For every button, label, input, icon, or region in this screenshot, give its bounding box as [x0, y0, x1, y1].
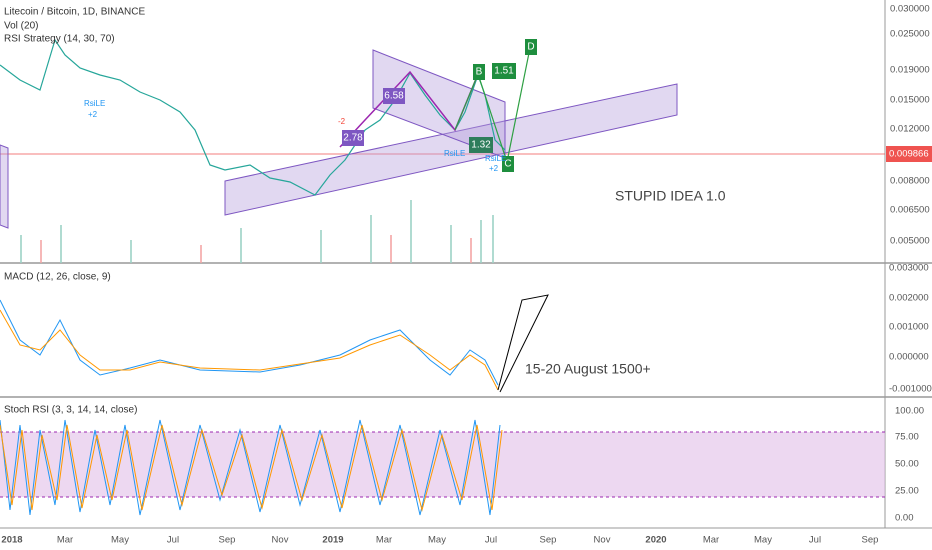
time-axis-label: Jul — [485, 535, 497, 546]
pattern-label: 2.78 — [343, 133, 363, 144]
price-axis-label: 0.005000 — [890, 236, 930, 247]
time-axis-label: Sep — [219, 535, 236, 546]
stoch-axis-label: 25.00 — [895, 486, 919, 497]
pattern-box — [342, 130, 364, 146]
price-axis-label: 0.015000 — [890, 95, 930, 106]
time-axis-label: Mar — [376, 535, 392, 546]
forecast-annotation: 15-20 August 1500+ — [525, 361, 651, 377]
time-axis-label: Jul — [167, 535, 179, 546]
pattern-box — [525, 39, 537, 55]
time-axis-label: Jul — [809, 535, 821, 546]
pattern-label: C — [504, 159, 511, 170]
pattern-label: 6.58 — [384, 91, 404, 102]
macd-label: MACD (12, 26, close, 9) — [4, 272, 111, 283]
pattern-label: 1.32 — [471, 140, 491, 151]
time-axis-label: 2020 — [645, 535, 666, 546]
time-axis-label: Sep — [862, 535, 879, 546]
time-axis-label: 2018 — [1, 535, 22, 546]
price-axis-label: 0.025000 — [890, 29, 930, 40]
time-axis-label: 2019 — [322, 535, 343, 546]
pattern-box — [383, 88, 405, 104]
pattern-box — [502, 156, 514, 172]
signal-label: -2 — [338, 117, 346, 126]
time-axis-label: May — [428, 535, 446, 546]
macd-axis-label: -0.001000 — [889, 384, 932, 395]
signal-label: RsiLE — [84, 99, 105, 108]
macd-axis-label: 0.001000 — [889, 322, 929, 333]
time-axis-label: Mar — [57, 535, 73, 546]
time-axis-label: May — [754, 535, 772, 546]
indicator-label: Vol (20) — [4, 21, 38, 32]
pattern-box — [492, 63, 516, 79]
macd-axis-label: 0.002000 — [889, 293, 929, 304]
time-axis-label: Mar — [703, 535, 719, 546]
signal-label: +2 — [489, 164, 499, 173]
time-axis-label: Sep — [540, 535, 557, 546]
stoch-axis-label: 50.00 — [895, 459, 919, 470]
pattern-label: 1.51 — [494, 66, 514, 77]
macd-axis-label: 0.003000 — [889, 263, 929, 274]
idea-annotation: STUPID IDEA 1.0 — [615, 188, 726, 204]
pattern-label: B — [476, 67, 483, 78]
symbol-title: Litecoin / Bitcoin, 1D, BINANCE — [4, 7, 145, 18]
price-axis-label: 0.008000 — [890, 176, 930, 187]
pattern-box — [469, 137, 493, 153]
signal-label: RsiLE — [485, 154, 506, 163]
pattern-box — [473, 64, 485, 80]
signal-label: RsiLE — [444, 149, 465, 158]
price-axis-label: 0.030000 — [890, 4, 930, 15]
stoch-axis-label: 0.00 — [895, 513, 914, 524]
indicator-label: RSI Strategy (14, 30, 70) — [4, 34, 115, 45]
price-axis-label: 0.012000 — [890, 124, 930, 135]
current-price-label: 0.009866 — [889, 149, 929, 160]
time-axis-label: Nov — [272, 535, 289, 546]
pattern-label: D — [527, 42, 534, 53]
price-axis-label: 0.006500 — [890, 205, 930, 216]
time-axis-label: Nov — [594, 535, 611, 546]
price-axis-label: 0.019000 — [890, 65, 930, 76]
stoch-axis-label: 75.00 — [895, 432, 919, 443]
stoch-label: Stoch RSI (3, 3, 14, 14, close) — [4, 405, 137, 416]
time-axis-label: May — [111, 535, 129, 546]
signal-label: +2 — [88, 110, 98, 119]
stoch-axis-label: 100.00 — [895, 406, 924, 417]
macd-axis-label: 0.000000 — [889, 352, 929, 363]
